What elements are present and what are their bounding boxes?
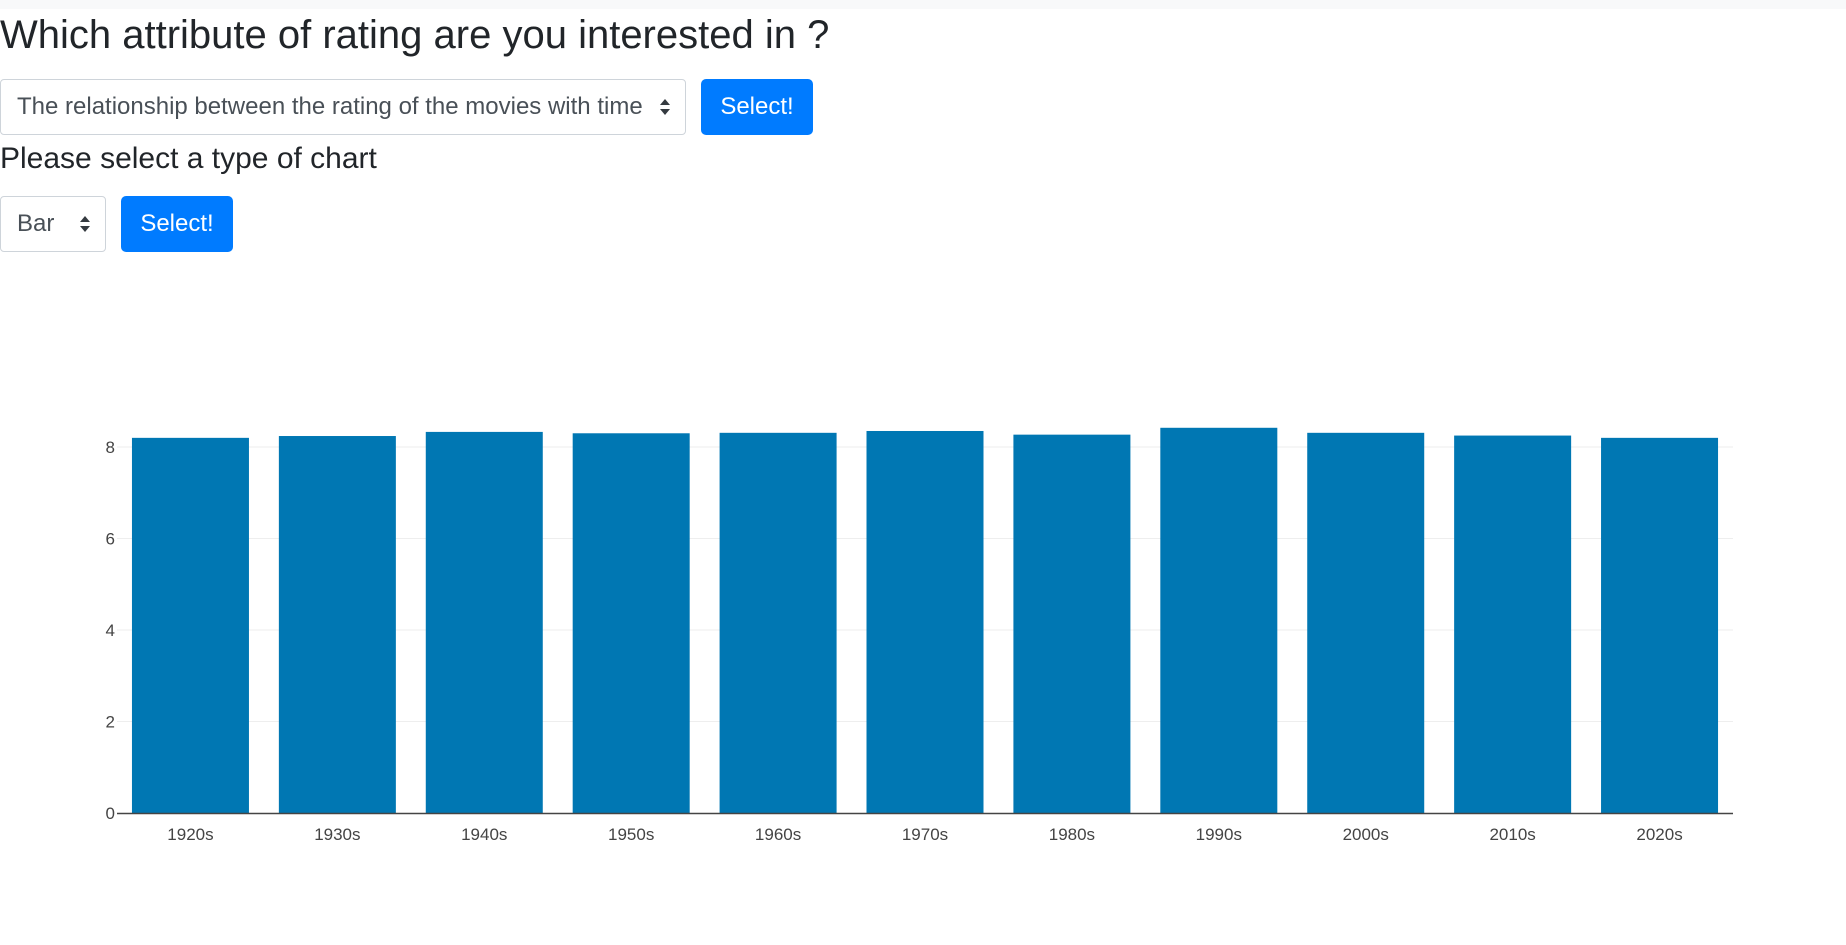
- attribute-select-button[interactable]: Select!: [701, 79, 813, 135]
- x-tick-label: 1990s: [1196, 825, 1242, 844]
- bar: [1601, 437, 1719, 813]
- bar: [1160, 427, 1278, 813]
- x-tick-label: 1930s: [314, 825, 360, 844]
- x-tick-label: 2000s: [1343, 825, 1389, 844]
- chart-type-select-value: Bar: [17, 210, 55, 237]
- x-tick-label: 1950s: [608, 825, 654, 844]
- bar: [425, 431, 543, 813]
- x-tick-label: 1980s: [1049, 825, 1095, 844]
- attribute-select[interactable]: The relationship between the rating of t…: [0, 79, 686, 135]
- top-bar: [0, 0, 1846, 9]
- chart-bars: [131, 427, 1719, 813]
- select-arrows-icon: [80, 216, 90, 232]
- y-tick-label: 2: [106, 713, 115, 732]
- y-tick-label: 8: [106, 438, 115, 457]
- x-tick-label: 2020s: [1636, 825, 1682, 844]
- x-tick-label: 1920s: [167, 825, 213, 844]
- y-tick-label: 0: [106, 804, 115, 823]
- y-tick-label: 4: [106, 621, 115, 640]
- bar: [131, 437, 249, 813]
- page-title: Which attribute of rating are you intere…: [0, 13, 830, 57]
- x-tick-label: 1960s: [755, 825, 801, 844]
- chart-type-heading: Please select a type of chart: [0, 142, 377, 175]
- chart-gridlines: [117, 446, 1733, 722]
- bar: [572, 433, 690, 813]
- y-tick-label: 6: [106, 530, 115, 549]
- bar: [719, 432, 837, 813]
- chart-axes: 0 2 4 6 8 1920s 1930s 1940s 1950s 1960s 1970s 1980s…: [106, 438, 1733, 844]
- chart-type-select[interactable]: Bar: [0, 196, 106, 252]
- bar: [866, 430, 984, 813]
- bar: [1454, 435, 1572, 813]
- attribute-select-value: The relationship between the rating of t…: [17, 93, 643, 120]
- x-tick-label: 1970s: [902, 825, 948, 844]
- bar: [1307, 432, 1425, 813]
- x-tick-label: 1940s: [461, 825, 507, 844]
- chart-type-select-button[interactable]: Select!: [121, 196, 233, 252]
- select-arrows-icon: [660, 99, 670, 115]
- bar: [278, 436, 396, 813]
- x-tick-label: 2010s: [1489, 825, 1535, 844]
- bar: [1013, 434, 1131, 813]
